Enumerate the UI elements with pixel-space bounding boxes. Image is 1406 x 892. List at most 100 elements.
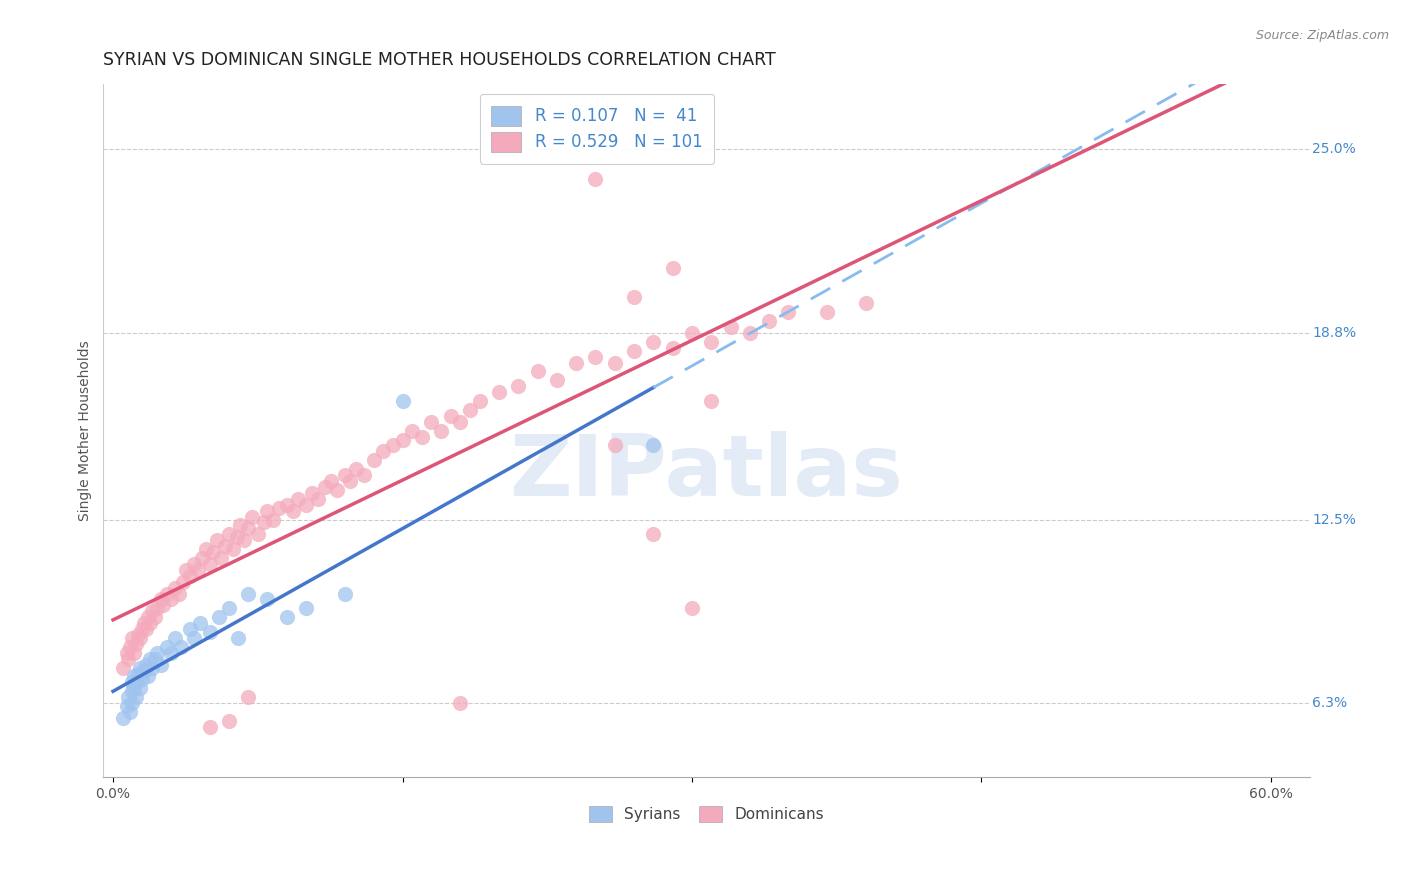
Point [391, 433, 413, 447]
Point [855, 296, 877, 310]
Point [585, 172, 607, 186]
Point [207, 533, 229, 548]
Point [145, 651, 167, 665]
Point [256, 592, 278, 607]
Point [218, 527, 240, 541]
Point [700, 394, 723, 409]
Point [363, 453, 385, 467]
Point [333, 468, 356, 483]
Text: Source: ZipAtlas.com: Source: ZipAtlas.com [1256, 29, 1389, 42]
Point [117, 690, 139, 705]
Point [146, 646, 169, 660]
Point [240, 509, 263, 524]
Point [720, 320, 742, 334]
Point [661, 341, 683, 355]
Point [623, 343, 645, 358]
Point [236, 690, 259, 705]
Point [449, 696, 471, 710]
Point [209, 551, 232, 566]
Point [115, 646, 138, 660]
Point [333, 586, 356, 600]
Text: 18.8%: 18.8% [1312, 326, 1355, 340]
Point [150, 657, 173, 672]
Point [125, 637, 148, 651]
Point [314, 480, 336, 494]
Point [198, 720, 221, 734]
Point [246, 527, 269, 541]
Point [141, 660, 163, 674]
Point [661, 260, 683, 275]
Point [401, 424, 423, 438]
Point [179, 622, 201, 636]
Point [468, 394, 491, 409]
Point [129, 681, 152, 696]
Point [218, 714, 240, 728]
Point [526, 364, 548, 378]
Point [121, 631, 143, 645]
Text: SYRIAN VS DOMINICAN SINGLE MOTHER HOUSEHOLDS CORRELATION CHART: SYRIAN VS DOMINICAN SINGLE MOTHER HOUSEH… [104, 51, 776, 69]
Point [145, 610, 167, 624]
Point [120, 705, 142, 719]
Legend: Syrians, Dominicans: Syrians, Dominicans [583, 799, 830, 829]
Point [326, 483, 349, 497]
Point [778, 305, 800, 319]
Point [122, 669, 145, 683]
Point [411, 429, 433, 443]
Point [167, 586, 190, 600]
Point [208, 610, 231, 624]
Point [585, 350, 607, 364]
Point [122, 681, 145, 696]
Point [183, 557, 205, 571]
Point [339, 474, 361, 488]
Point [136, 610, 159, 624]
Point [301, 486, 323, 500]
Point [214, 539, 236, 553]
Point [307, 491, 329, 506]
Point [187, 563, 209, 577]
Text: 6.3%: 6.3% [1312, 696, 1347, 710]
Point [295, 601, 318, 615]
Point [267, 500, 290, 515]
Point [163, 581, 186, 595]
Point [420, 415, 443, 429]
Point [138, 651, 160, 665]
Point [319, 474, 342, 488]
Point [738, 326, 761, 340]
Point [381, 438, 404, 452]
Point [391, 394, 413, 409]
Point [129, 631, 152, 645]
Point [236, 521, 259, 535]
Point [188, 616, 211, 631]
Point [353, 468, 375, 483]
Point [236, 586, 259, 600]
Point [603, 438, 626, 452]
Point [172, 574, 194, 589]
Point [643, 334, 665, 349]
Point [623, 290, 645, 304]
Point [146, 601, 169, 615]
Point [183, 631, 205, 645]
Point [117, 651, 139, 665]
Point [281, 503, 304, 517]
Point [111, 660, 134, 674]
Point [120, 640, 142, 654]
Point [141, 604, 163, 618]
Point [228, 631, 250, 645]
Point [233, 533, 256, 548]
Point [122, 646, 145, 660]
Point [156, 586, 179, 600]
Point [295, 498, 318, 512]
Point [125, 690, 148, 705]
Point [373, 444, 395, 458]
Point [169, 640, 191, 654]
Point [127, 628, 149, 642]
Point [546, 373, 568, 387]
Point [430, 424, 453, 438]
Point [218, 601, 240, 615]
Point [229, 518, 252, 533]
Point [179, 569, 201, 583]
Point [198, 557, 221, 571]
Point [136, 669, 159, 683]
Point [344, 462, 367, 476]
Point [276, 498, 298, 512]
